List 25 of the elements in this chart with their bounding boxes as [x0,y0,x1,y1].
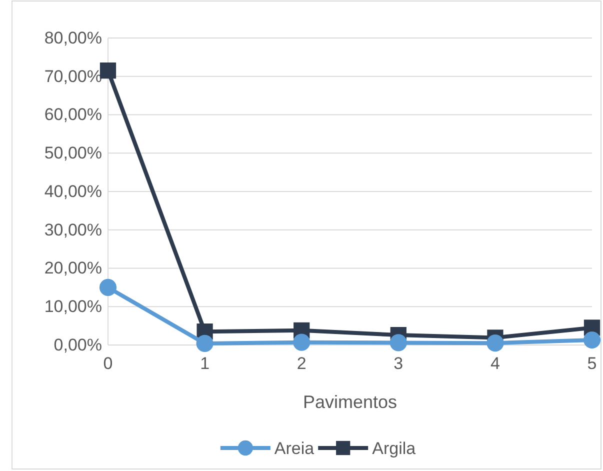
point [100,62,116,79]
point [196,334,214,352]
x-axis-title: Pavimentos [302,392,398,412]
y-tick-label: 20,00% [44,258,102,278]
y-tick-label: 0,00% [54,335,102,354]
x-tick-label: 4 [490,354,500,374]
x-tick-label: 1 [200,354,210,374]
point [486,334,504,352]
x-tick-label: 2 [296,354,306,374]
x-tick-label: 0 [103,354,113,374]
y-tick-label: 10,00% [44,297,102,316]
y-tick-label: 60,00% [44,105,102,124]
point [390,334,407,352]
y-tick-label: 40,00% [44,182,102,201]
y-tick-label: 80,00% [44,28,102,48]
legend-label: Areia [274,439,315,458]
y-tick-label: 70,00% [44,66,102,86]
x-tick-label: 5 [587,354,597,374]
y-tick-label: 30,00% [44,220,102,240]
x-tick-label: 3 [394,354,404,374]
point [583,331,601,349]
point [99,278,117,296]
legend-label: Argila [372,439,416,458]
y-tick-label: 50,00% [44,144,102,163]
point [293,334,310,351]
